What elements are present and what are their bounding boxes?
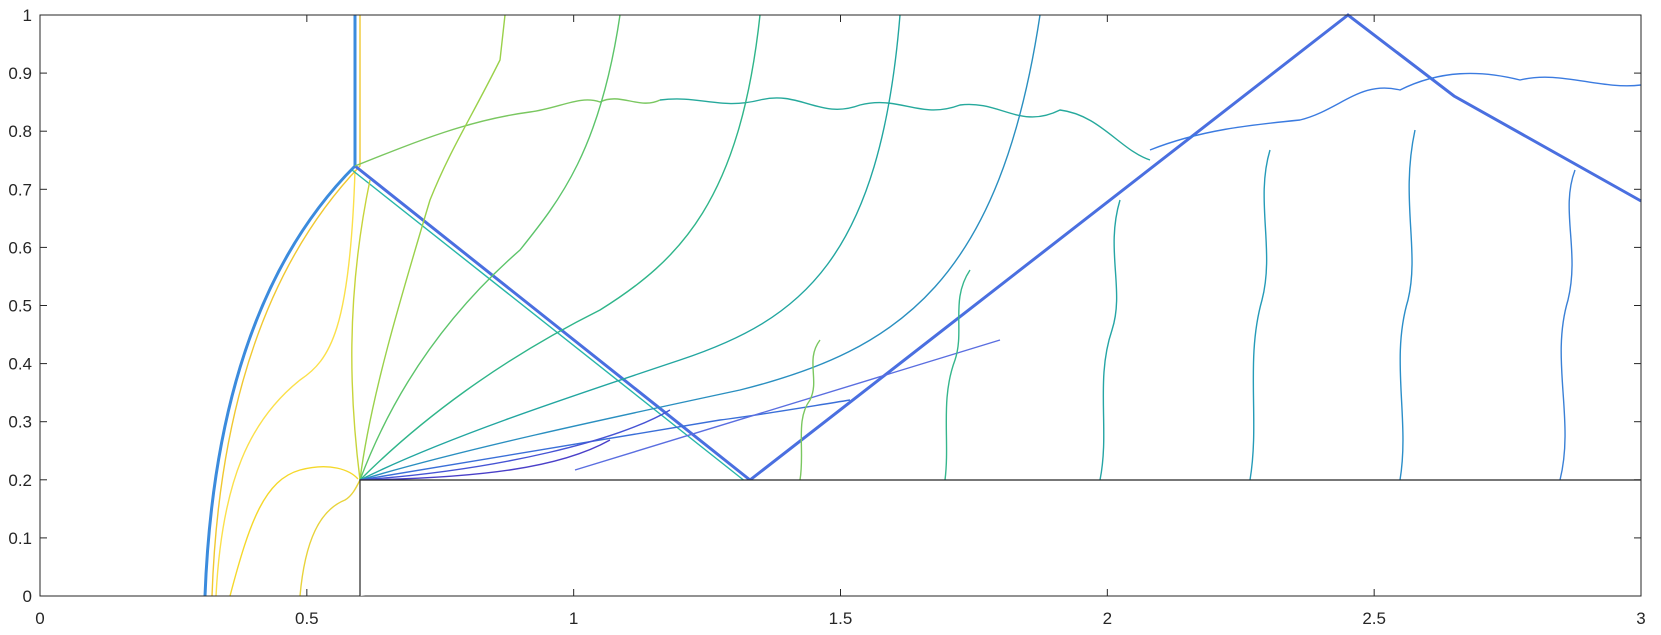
contour-line <box>299 479 361 597</box>
contour-line <box>359 14 1041 481</box>
contour-line <box>574 339 1001 471</box>
x-tick-label: 3 <box>1636 609 1645 628</box>
x-tick-label: 1 <box>569 609 578 628</box>
shock <box>354 13 1642 482</box>
contour-line <box>211 15 361 597</box>
y-tick-label: 0.5 <box>8 297 32 316</box>
contour-line <box>351 169 747 483</box>
contour-line <box>1149 72 1642 151</box>
x-tick-label: 0 <box>35 609 44 628</box>
x-tick-label: 0.5 <box>295 609 319 628</box>
x-tick-label: 2 <box>1103 609 1112 628</box>
y-tick-label: 0.8 <box>8 122 32 141</box>
contour-line <box>1099 199 1121 481</box>
y-tick-label: 0.6 <box>8 238 32 257</box>
y-tick-label: 1 <box>23 6 32 25</box>
y-tick-label: 0.9 <box>8 64 32 83</box>
contour-line <box>359 14 621 481</box>
y-tick-label: 0.2 <box>8 471 32 490</box>
y-tick-label: 0.7 <box>8 180 32 199</box>
contour-line <box>359 14 761 481</box>
y-tick-label: 0.3 <box>8 413 32 432</box>
x-tick-label: 2.5 <box>1362 609 1386 628</box>
contour-line <box>359 439 611 481</box>
contour-line <box>1559 169 1576 481</box>
contour-line <box>659 97 1151 161</box>
contour-line <box>799 339 821 481</box>
contour-line <box>359 14 506 481</box>
contour-line <box>215 169 356 597</box>
y-tick-label: 0.1 <box>8 529 32 548</box>
contour-line <box>359 399 851 481</box>
contour-line <box>944 269 971 481</box>
contour-line <box>351 179 371 481</box>
y-tick-label: 0 <box>23 587 32 606</box>
x-tick-label: 1.5 <box>829 609 853 628</box>
axes-box <box>39 14 1642 597</box>
contour-line <box>1249 149 1271 481</box>
contour-line <box>359 14 901 481</box>
contour-line <box>359 409 671 481</box>
contour-line <box>1399 129 1416 481</box>
shock <box>203 15 357 597</box>
contour-line <box>229 466 359 597</box>
contour-line <box>354 98 661 167</box>
y-tick-label: 0.4 <box>8 355 32 374</box>
